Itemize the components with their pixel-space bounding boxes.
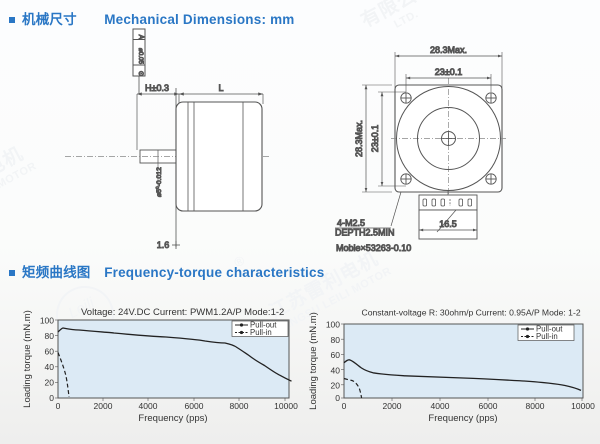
svg-text:Loading torque (mN.m): Loading torque (mN.m) — [22, 310, 33, 408]
svg-text:23±0.1: 23±0.1 — [370, 125, 380, 152]
svg-text:100: 100 — [40, 316, 54, 326]
svg-text:Constant-voltage R: 30ohm/p Cu: Constant-voltage R: 30ohm/p Current: 0.9… — [362, 307, 581, 317]
svg-text:80: 80 — [331, 335, 341, 345]
svg-text:Pull-in: Pull-in — [250, 328, 272, 337]
svg-text:10000: 10000 — [274, 401, 298, 411]
svg-text:4000: 4000 — [139, 401, 158, 411]
svg-text:28.3Max.: 28.3Max. — [430, 45, 467, 55]
svg-text:Loading torque (mN.m): Loading torque (mN.m) — [308, 312, 319, 410]
svg-text:⌀5⁰-0.012: ⌀5⁰-0.012 — [155, 167, 163, 197]
svg-text:20: 20 — [45, 378, 55, 388]
svg-text:4000: 4000 — [431, 401, 450, 411]
svg-text:6000: 6000 — [185, 401, 204, 411]
svg-text:40: 40 — [331, 365, 341, 375]
svg-text:Pull-in: Pull-in — [536, 332, 558, 341]
svg-text:0: 0 — [342, 401, 347, 411]
svg-text:16.5: 16.5 — [439, 219, 457, 229]
svg-text:Frequency (pps): Frequency (pps) — [428, 413, 497, 424]
svg-text:10000: 10000 — [571, 401, 595, 411]
svg-text:H±0.3: H±0.3 — [145, 83, 169, 93]
svg-text:8000: 8000 — [526, 401, 545, 411]
svg-text:L: L — [218, 83, 223, 93]
svg-text:60: 60 — [45, 347, 55, 357]
svg-text:0: 0 — [335, 393, 340, 403]
svg-text:2000: 2000 — [94, 401, 113, 411]
svg-text:2000: 2000 — [383, 401, 402, 411]
svg-text:20: 20 — [331, 381, 341, 391]
svg-text:60: 60 — [331, 350, 341, 360]
svg-text:40: 40 — [45, 362, 55, 372]
svg-text:1.6: 1.6 — [157, 240, 170, 250]
svg-text:Frequency (pps): Frequency (pps) — [138, 413, 207, 424]
svg-text:4-M2.5: 4-M2.5 — [337, 218, 365, 228]
svg-text:100: 100 — [326, 320, 340, 330]
svg-text:A: A — [137, 35, 144, 40]
svg-text:DEPTH2.5MIN: DEPTH2.5MIN — [335, 228, 395, 238]
svg-text:⌀0.05: ⌀0.05 — [137, 48, 144, 65]
svg-text:0: 0 — [56, 401, 61, 411]
svg-text:80: 80 — [45, 331, 55, 341]
svg-text:⊙: ⊙ — [137, 71, 144, 77]
svg-text:Moble×53263-0.10: Moble×53263-0.10 — [336, 243, 411, 253]
svg-text:28.3Max.: 28.3Max. — [354, 120, 364, 157]
svg-text:Voltage: 24V.DC Current: PWM1.: Voltage: 24V.DC Current: PWM1.2A/P Mode:… — [81, 307, 284, 318]
svg-text:23±0.1: 23±0.1 — [435, 67, 462, 77]
svg-text:6000: 6000 — [479, 401, 498, 411]
svg-text:8000: 8000 — [230, 401, 249, 411]
svg-text:0: 0 — [49, 393, 54, 403]
